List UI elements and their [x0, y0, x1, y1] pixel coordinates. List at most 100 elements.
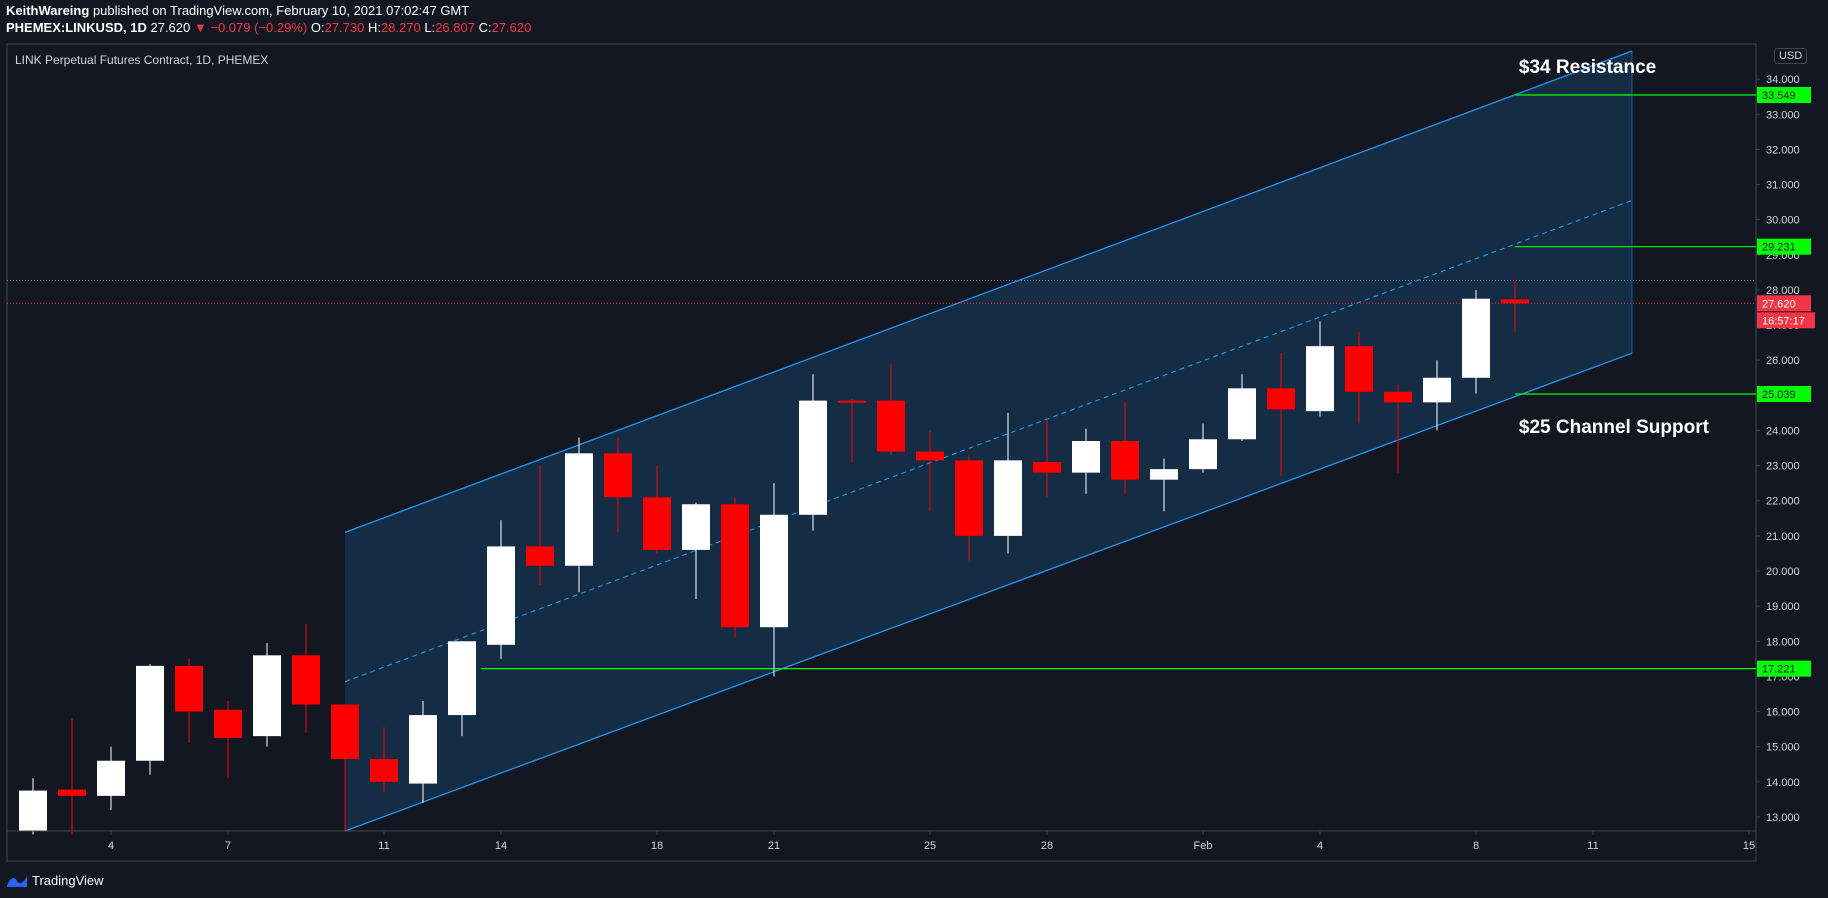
- candle-body: [1462, 298, 1490, 378]
- level-price-badge: [1757, 238, 1811, 255]
- candle-up: [799, 374, 827, 531]
- candle-body: [214, 709, 242, 738]
- time-tick-label: 11: [378, 840, 389, 852]
- price-tick-label: 22.000: [1766, 496, 1800, 508]
- currency-badge[interactable]: USD: [1774, 48, 1808, 64]
- candle-down: [1267, 353, 1295, 477]
- candle-up: [1423, 360, 1451, 431]
- candle-down: [1345, 332, 1373, 424]
- price-tick-label: 20.000: [1766, 566, 1800, 578]
- candle-body: [799, 400, 827, 515]
- price-tick-label: 16.000: [1766, 707, 1800, 719]
- candle-body: [409, 715, 437, 784]
- candle-down: [292, 623, 320, 733]
- time-tick-label: 7: [225, 840, 231, 852]
- level-price-text: 25.039: [1762, 389, 1796, 401]
- time-axis[interactable]: 4 7 11 14 18 21 25 28 Feb 4 8 11 15: [7, 830, 1756, 852]
- candle-up: [487, 520, 515, 659]
- candle-up: [1306, 321, 1334, 417]
- candle-body: [1306, 346, 1334, 412]
- last-price-badge: [1757, 295, 1811, 312]
- time-tick-label: 14: [495, 840, 507, 852]
- open-label: O:: [310, 20, 325, 35]
- candle-body: [760, 514, 788, 628]
- candle-body: [1189, 439, 1217, 470]
- candle-down: [526, 465, 554, 586]
- candle-body: [1423, 377, 1451, 403]
- time-tick-label: 21: [768, 840, 780, 852]
- candle-up: [136, 664, 164, 775]
- candle-body: [136, 665, 164, 761]
- candle-body: [253, 655, 281, 737]
- candle-down: [877, 363, 905, 456]
- candle-up: [253, 643, 281, 747]
- last-price-text: 27.620: [150, 20, 191, 35]
- candle-body: [1345, 346, 1373, 392]
- time-tick-label: 15: [1743, 840, 1755, 852]
- candle-body: [1072, 441, 1100, 473]
- candle-down: [916, 430, 944, 512]
- candle-up: [1072, 428, 1100, 494]
- tradingview-logo-icon: [7, 875, 27, 887]
- price-tick-label: 31.000: [1766, 180, 1800, 192]
- candle-up: [19, 778, 47, 835]
- time-tick-label: 4: [1317, 840, 1323, 852]
- candle-down: [1501, 280, 1529, 332]
- candle-up: [760, 483, 788, 677]
- price-tick-label: 18.000: [1766, 636, 1800, 648]
- candle-body: [175, 665, 203, 712]
- publish-text: published on TradingView.com, February 1…: [92, 3, 470, 18]
- candle-body: [97, 760, 125, 796]
- candle-body: [643, 497, 671, 550]
- candle-down: [838, 398, 866, 463]
- candle-up: [994, 412, 1022, 554]
- last-price-text: 27.620: [1762, 298, 1796, 310]
- change-text: ▼ −0.079 (−0.29%): [193, 20, 308, 35]
- candle-up: [409, 701, 437, 803]
- publish-info: KeithWareing published on TradingView.co…: [6, 3, 469, 18]
- candle-body: [877, 400, 905, 452]
- price-tick-label: 28.000: [1766, 285, 1800, 297]
- candle-body: [604, 453, 632, 498]
- channel-lower-line: [344, 352, 1633, 832]
- candle-down: [370, 727, 398, 793]
- close-label: C:: [478, 20, 492, 35]
- time-tick-label: 18: [651, 840, 663, 852]
- chart-annotation: $34 Resistance: [1519, 57, 1656, 78]
- level-price-badge: [1757, 660, 1811, 677]
- price-axis[interactable]: 13.00014.00015.00016.00017.00018.00019.0…: [1756, 74, 1815, 824]
- price-tick-label: 26.000: [1766, 355, 1800, 367]
- candle-down: [604, 437, 632, 533]
- tradingview-brand[interactable]: TradingView: [6, 873, 104, 888]
- candle-body: [19, 790, 47, 831]
- candle-up: [448, 641, 476, 737]
- price-tick-label: 23.000: [1766, 461, 1800, 473]
- candle-down: [1384, 384, 1412, 473]
- time-tick-label: 25: [924, 840, 936, 852]
- candle-body: [370, 758, 398, 782]
- channel-upper-line: [344, 50, 1633, 533]
- level-price-badge: [1757, 385, 1811, 402]
- candle-body: [487, 546, 515, 645]
- candle-body: [682, 504, 710, 550]
- level-price-text: 29.231: [1762, 242, 1796, 254]
- candle-body: [526, 546, 554, 566]
- candle-body: [1228, 388, 1256, 440]
- price-tick-label: 19.000: [1766, 601, 1800, 613]
- price-tick-label: 33.000: [1766, 109, 1800, 121]
- levels-layer: [7, 94, 1756, 670]
- candle-body: [1150, 469, 1178, 480]
- level-price-text: 17.221: [1762, 664, 1796, 676]
- price-tick-label: 34.000: [1766, 74, 1800, 86]
- candle-down: [175, 658, 203, 744]
- candle-body: [1501, 299, 1529, 304]
- candle-body: [1111, 441, 1139, 480]
- candle-down: [331, 704, 359, 831]
- candle-down: [1033, 419, 1061, 498]
- symbol-info: PHEMEX:LINKUSD, 1D 27.620 ▼ −0.079 (−0.2…: [6, 20, 531, 35]
- author-name[interactable]: KeithWareing: [6, 3, 90, 18]
- chart-title: LINK Perpetual Futures Contract, 1D, PHE…: [15, 53, 268, 67]
- price-tick-label: 13.000: [1766, 812, 1800, 824]
- channel-layer: [344, 50, 1633, 832]
